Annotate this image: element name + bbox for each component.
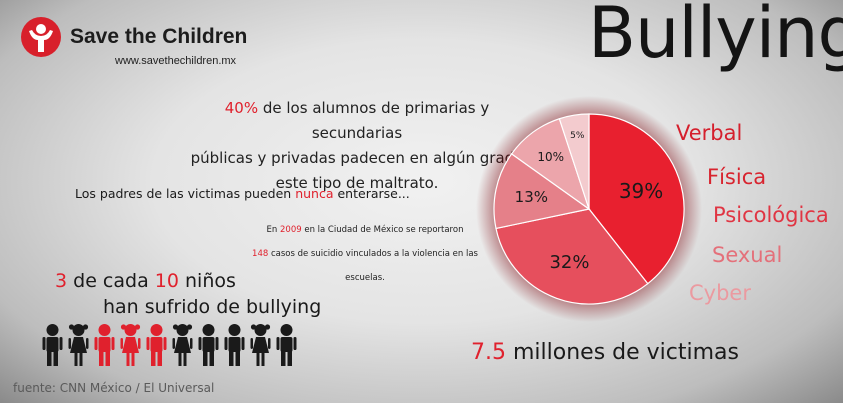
pie-slice-verbal <box>588 113 685 285</box>
legend-item-cyber: Cyber <box>689 281 751 305</box>
kids-end: niños <box>185 270 236 292</box>
mexico-city-statistic: En 2009 en la Ciudad de México se report… <box>235 218 495 290</box>
pie-label-verbal: 39% <box>619 179 663 203</box>
girl-icon <box>120 324 141 366</box>
abuse-line3: este tipo de maltrato. <box>275 174 439 192</box>
parents-statement: Los padres de las victimas pueden nunca … <box>75 186 410 201</box>
pie-label-psicológica: 13% <box>515 188 548 206</box>
boy-icon <box>276 324 297 366</box>
parents-after: enterarse... <box>337 186 410 201</box>
kids-num1: 3 <box>55 270 68 292</box>
victims-text: millones de victimas <box>513 340 739 365</box>
kids-num2: 10 <box>154 270 179 292</box>
pie-slice-psicológica <box>493 153 591 230</box>
boy-icon <box>224 324 245 366</box>
page-title: Bullying <box>588 0 843 74</box>
victims-number: 7.5 <box>471 340 506 365</box>
kids-statistic: 3 de cada 10 niños han sufrido de bullyi… <box>55 268 321 320</box>
abuse-line1: de los alumnos de primarias y secundaria… <box>262 99 490 142</box>
mexico-line2: casos de suicidio vinculados a la violen… <box>270 249 478 283</box>
mexico-year: 2009 <box>280 225 302 235</box>
girl-icon <box>172 324 193 366</box>
pie-slices <box>493 113 685 305</box>
boy-icon <box>146 324 167 366</box>
legend-item-física: Física <box>707 165 767 189</box>
brand-logo: Save the Children <box>20 16 247 58</box>
pie-label-sexual: 10% <box>537 150 564 164</box>
girl-icon <box>68 324 89 366</box>
girl-icon <box>250 324 271 366</box>
victims-statistic: 7.5 millones de victimas <box>471 340 739 365</box>
brand-name: Save the Children <box>70 25 248 48</box>
mexico-prefix: En <box>266 225 278 235</box>
pie-labels: 39% 32% 13% 10% 5% <box>515 131 664 273</box>
save-the-children-logo-icon <box>21 17 61 57</box>
brand-url: www.savethechildren.mx <box>115 55 237 67</box>
parents-before: Los padres de las victimas pueden <box>75 186 292 201</box>
abuse-line2: públicas y privadas padecen en algún gra… <box>190 149 524 167</box>
pie-label-cyber: 5% <box>570 131 585 141</box>
pie-label-física: 32% <box>549 252 589 273</box>
abuse-statistic: 40% de los alumnos de primarias y secund… <box>182 96 532 196</box>
abuse-percent: 40% <box>224 99 259 117</box>
mexico-line1: en la Ciudad de México se reportaron <box>304 225 464 235</box>
pie-slice-física <box>495 208 649 305</box>
kids-pictogram-row <box>42 323 297 367</box>
boy-icon <box>198 324 219 366</box>
pie-slice-cyber <box>558 113 590 210</box>
kids-line2: han sufrido de bullying <box>103 296 322 318</box>
parents-highlight: nunca <box>295 186 334 201</box>
legend-item-verbal: Verbal <box>676 121 743 145</box>
legend-item-psicológica: Psicológica <box>713 203 829 227</box>
source-credit: fuente: CNN México / El Universal <box>13 381 215 395</box>
kids-mid: de cada <box>73 270 149 292</box>
boy-icon <box>42 324 63 366</box>
legend-item-sexual: Sexual <box>712 243 783 267</box>
bullying-types-pie-chart: 39% 32% 13% 10% 5% <box>476 96 702 322</box>
mexico-count: 148 <box>252 249 269 259</box>
boy-icon <box>94 324 115 366</box>
